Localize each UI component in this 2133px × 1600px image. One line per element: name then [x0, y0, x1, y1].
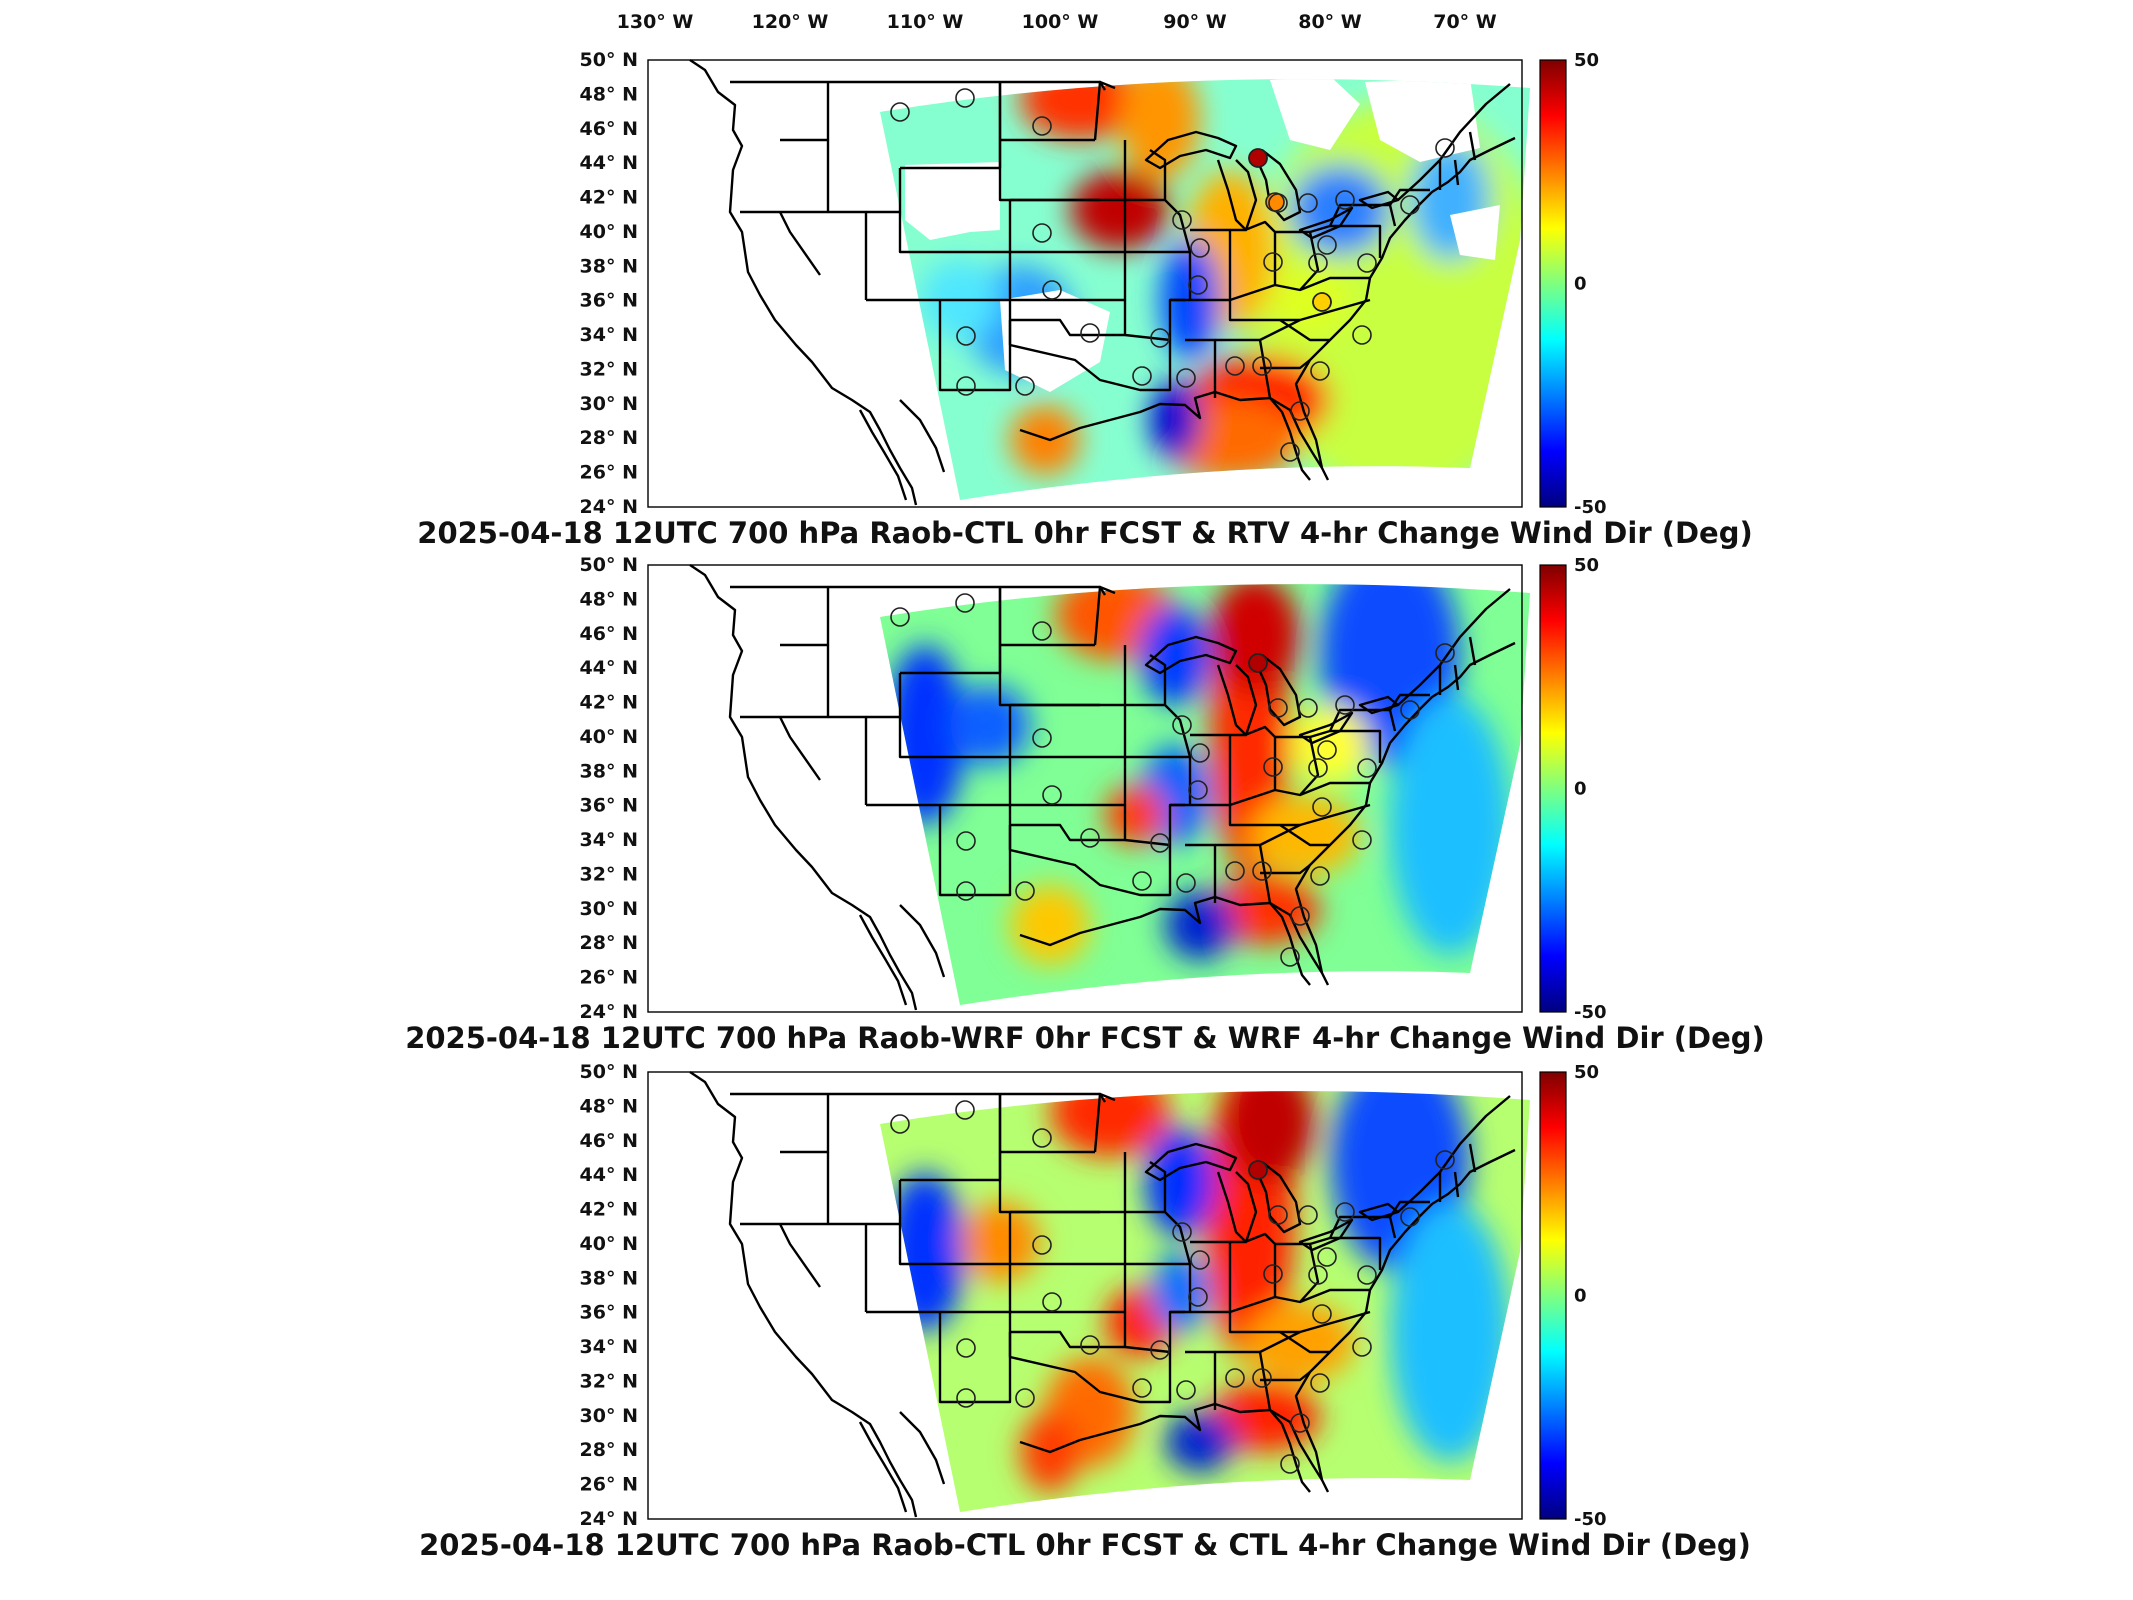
colorbar-tick-label: 50: [1574, 555, 1599, 576]
map-frame: [647, 59, 1523, 508]
lat-tick-label: 40° N: [580, 726, 638, 748]
lat-tick-label: 40° N: [580, 221, 638, 243]
lat-tick-label: 38° N: [580, 760, 638, 782]
map-panel-wrf: 50° N 48° N 46° N 44° N 42° N 40° N 38° N 36° N…: [405, 545, 1765, 1055]
lat-tick-label: 34° N: [580, 829, 638, 851]
colorbar-tick-label: -50: [1574, 497, 1607, 518]
lat-tick-label: 24° N: [580, 1001, 638, 1023]
lat-tick-label: 28° N: [580, 427, 638, 449]
colorbar-tick-label: 50: [1574, 1062, 1599, 1083]
lat-tick-label: 46° N: [580, 623, 638, 645]
lat-tick-label: 36° N: [580, 290, 638, 312]
lat-tick-label: 44° N: [580, 1164, 638, 1186]
lat-tick-label: 42° N: [580, 1199, 638, 1221]
lat-tick-label: 30° N: [580, 1405, 638, 1427]
lat-tick-label: 48° N: [580, 1095, 638, 1117]
wind-dir-field: [860, 1052, 1560, 1532]
colorbar-tick-label: -50: [1574, 1509, 1607, 1530]
lat-tick-label: 46° N: [580, 1130, 638, 1152]
wind-dir-field: [860, 60, 1560, 520]
lat-tick-label: 32° N: [580, 1370, 638, 1392]
lat-tick-label: 32° N: [580, 863, 638, 885]
colorbar-tick-label: 50: [1574, 50, 1599, 71]
lat-tick-label: 50° N: [580, 554, 638, 576]
lon-tick-label: 100° W: [1022, 11, 1099, 33]
lon-tick-label: 90° W: [1163, 11, 1227, 33]
lat-tick-label: 28° N: [580, 1439, 638, 1461]
lat-tick-label: 48° N: [580, 83, 638, 105]
lat-tick-label: 26° N: [580, 462, 638, 484]
lat-tick-label: 36° N: [580, 795, 638, 817]
lat-tick-label: 26° N: [580, 1474, 638, 1496]
lat-tick-label: 36° N: [580, 1302, 638, 1324]
colorbar-tick-label: 0: [1574, 274, 1587, 295]
lat-tick-label: 50° N: [580, 1061, 638, 1083]
panel-title: 2025-04-18 12UTC 700 hPa Raob-CTL 0hr FC…: [419, 1528, 1751, 1562]
lat-tick-label: 40° N: [580, 1233, 638, 1255]
panel-title: 2025-04-18 12UTC 700 hPa Raob-CTL 0hr FC…: [417, 516, 1752, 550]
lat-tick-label: 32° N: [580, 358, 638, 380]
lat-tick-label: 44° N: [580, 657, 638, 679]
lat-tick-label: 44° N: [580, 152, 638, 174]
lat-tick-label: 42° N: [580, 692, 638, 714]
lon-tick-label: 130° W: [617, 11, 694, 33]
lat-tick-label: 42° N: [580, 187, 638, 209]
map-panel-ctl-rtv: 50° N 48° N 46° N 44° N 42° N 40° N 38° N 36° N…: [417, 49, 1752, 550]
lat-tick-label: 30° N: [580, 898, 638, 920]
lat-tick-label: 38° N: [580, 255, 638, 277]
colorbar-tick-label: 0: [1574, 1286, 1587, 1307]
map-frame: [647, 564, 1523, 1013]
wind-dir-field: [860, 545, 1560, 1025]
lat-tick-label: 46° N: [580, 118, 638, 140]
lat-tick-label: 24° N: [580, 496, 638, 518]
lat-tick-label: 50° N: [580, 49, 638, 71]
colorbar: [1539, 564, 1567, 1013]
map-panel-ctl: 50° N 48° N 46° N 44° N 42° N 40° N 38° N 36° N…: [419, 1052, 1751, 1562]
lon-tick-label: 120° W: [752, 11, 829, 33]
lat-tick-label: 26° N: [580, 967, 638, 989]
colorbar: [1539, 1071, 1567, 1520]
lat-tick-label: 48° N: [580, 588, 638, 610]
lat-tick-label: 24° N: [580, 1508, 638, 1530]
colorbar: [1539, 59, 1567, 508]
lon-tick-label: 110° W: [887, 11, 964, 33]
lon-tick-label: 70° W: [1433, 11, 1497, 33]
lat-tick-label: 30° N: [580, 393, 638, 415]
panel-title: 2025-04-18 12UTC 700 hPa Raob-WRF 0hr FC…: [405, 1021, 1765, 1055]
lat-tick-label: 28° N: [580, 932, 638, 954]
lat-tick-label: 34° N: [580, 324, 638, 346]
colorbar-tick-label: 0: [1574, 779, 1587, 800]
lat-tick-label: 38° N: [580, 1267, 638, 1289]
lat-tick-label: 34° N: [580, 1336, 638, 1358]
lon-tick-label: 80° W: [1298, 11, 1362, 33]
map-frame: [647, 1071, 1523, 1520]
colorbar-tick-label: -50: [1574, 1002, 1607, 1023]
